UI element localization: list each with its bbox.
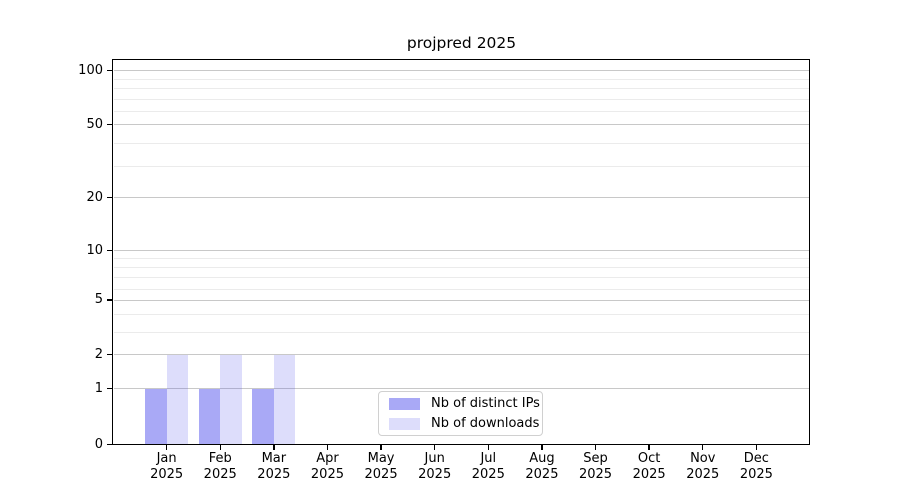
gridline-major bbox=[114, 250, 809, 251]
x-tick-mark bbox=[380, 445, 382, 450]
x-tick-label: Oct 2025 bbox=[614, 451, 684, 482]
legend-label: Nb of distinct IPs bbox=[431, 395, 540, 411]
legend-swatch bbox=[389, 417, 420, 430]
x-tick-label-year: 2025 bbox=[632, 466, 666, 482]
x-tick-label-month: Feb bbox=[208, 451, 232, 466]
y-tick-label: 1 bbox=[94, 380, 103, 396]
x-tick-label-month: Jun bbox=[424, 451, 445, 466]
x-tick-mark bbox=[165, 445, 168, 450]
x-tick-mark bbox=[433, 445, 436, 450]
x-tick-label-month: May bbox=[367, 451, 395, 466]
y-tick-mark bbox=[107, 353, 113, 356]
x-tick-label-year: 2025 bbox=[578, 466, 613, 482]
y-tick-mark bbox=[107, 443, 113, 446]
x-tick-label: Mar 2025 bbox=[239, 451, 309, 482]
x-tick-mark bbox=[541, 445, 543, 450]
x-tick-label: Nov 2025 bbox=[668, 451, 738, 482]
x-tick-label-month: Sep bbox=[583, 451, 608, 466]
bar-distinct-ips bbox=[252, 388, 274, 445]
x-tick-label: Aug 2025 bbox=[507, 451, 577, 482]
x-tick-label-month: Dec bbox=[743, 451, 769, 466]
legend-item-distinct-ips: Nb of distinct IPs bbox=[379, 395, 542, 412]
x-tick-label-month: Aug bbox=[529, 451, 555, 466]
gridline-major bbox=[114, 299, 809, 301]
x-tick-mark bbox=[326, 445, 329, 450]
x-tick-mark bbox=[594, 445, 597, 450]
x-tick-label-year: 2025 bbox=[525, 466, 559, 482]
gridline-minor bbox=[114, 110, 809, 112]
x-tick-label: Jan 2025 bbox=[132, 451, 202, 482]
bar-downloads bbox=[273, 354, 296, 445]
gridline-minor bbox=[114, 288, 809, 290]
y-tick-label: 50 bbox=[86, 116, 103, 132]
x-tick-label-month: Jan bbox=[156, 451, 177, 466]
legend: Nb of distinct IPs Nb of downloads bbox=[378, 391, 543, 436]
y-tick-mark bbox=[107, 299, 113, 301]
x-tick-mark bbox=[648, 445, 650, 450]
gridline-minor bbox=[114, 142, 809, 144]
x-tick-mark bbox=[487, 445, 489, 450]
x-tick-label-year: 2025 bbox=[471, 466, 505, 482]
gridline-major bbox=[114, 354, 809, 355]
y-tick-label: 0 bbox=[94, 436, 103, 452]
legend-item-downloads: Nb of downloads bbox=[379, 415, 542, 432]
x-tick-label: Jul 2025 bbox=[453, 451, 523, 482]
x-tick-mark bbox=[219, 445, 221, 450]
y-tick-label: 100 bbox=[78, 62, 103, 78]
gridline-minor bbox=[114, 165, 809, 167]
x-tick-label-month: Apr bbox=[316, 451, 339, 466]
x-tick-mark bbox=[702, 445, 704, 450]
x-tick-label: Sep 2025 bbox=[561, 451, 631, 482]
legend-swatch bbox=[389, 397, 420, 410]
y-tick-mark bbox=[107, 196, 113, 199]
gridline-major bbox=[114, 124, 809, 125]
x-tick-label-year: 2025 bbox=[364, 466, 398, 482]
y-tick-mark bbox=[107, 69, 113, 72]
gridline-major bbox=[114, 197, 809, 198]
gridline-minor bbox=[114, 331, 809, 333]
bar-downloads bbox=[220, 354, 242, 445]
gridline-major bbox=[114, 70, 809, 71]
x-tick-label-year: 2025 bbox=[203, 466, 237, 482]
bar-distinct-ips bbox=[145, 388, 167, 445]
x-tick-mark bbox=[273, 445, 275, 450]
x-tick-label: May 2025 bbox=[346, 451, 416, 482]
x-tick-label: Jun 2025 bbox=[400, 451, 470, 482]
gridline-minor bbox=[114, 257, 809, 259]
y-tick-mark bbox=[107, 123, 113, 126]
gridline-major bbox=[114, 388, 809, 389]
x-tick-label-year: 2025 bbox=[418, 466, 452, 482]
y-tick-label: 2 bbox=[94, 346, 103, 362]
x-tick-label-year: 2025 bbox=[150, 466, 184, 482]
x-tick-label-month: Mar bbox=[261, 451, 287, 466]
x-tick-label: Dec 2025 bbox=[721, 451, 791, 482]
y-tick-label: 10 bbox=[86, 242, 103, 258]
gridline-minor bbox=[114, 98, 809, 100]
y-tick-mark bbox=[107, 387, 113, 390]
gridline-minor bbox=[114, 276, 809, 278]
x-tick-label-month: Nov bbox=[690, 451, 716, 466]
x-tick-label-year: 2025 bbox=[739, 466, 773, 482]
x-tick-label-month: Oct bbox=[637, 451, 661, 466]
y-tick-label: 20 bbox=[86, 189, 103, 205]
bar-distinct-ips bbox=[198, 388, 221, 445]
y-tick-mark bbox=[107, 249, 113, 252]
x-tick-label-year: 2025 bbox=[310, 466, 344, 482]
legend-label: Nb of downloads bbox=[431, 415, 540, 431]
gridline-minor bbox=[114, 313, 809, 315]
x-tick-label: Feb 2025 bbox=[185, 451, 255, 482]
bar-downloads bbox=[166, 354, 188, 445]
x-tick-label-month: Jul bbox=[480, 451, 497, 466]
gridline-minor bbox=[114, 78, 809, 80]
x-tick-mark bbox=[755, 445, 758, 450]
x-tick-label-year: 2025 bbox=[686, 466, 720, 482]
chart-title: projpred 2025 bbox=[406, 34, 517, 52]
gridline-minor bbox=[114, 266, 809, 268]
plot-area bbox=[113, 60, 809, 444]
x-tick-label: Apr 2025 bbox=[292, 451, 362, 482]
gridline-minor bbox=[114, 87, 809, 89]
x-tick-label-year: 2025 bbox=[257, 466, 291, 482]
y-tick-label: 5 bbox=[94, 292, 103, 307]
